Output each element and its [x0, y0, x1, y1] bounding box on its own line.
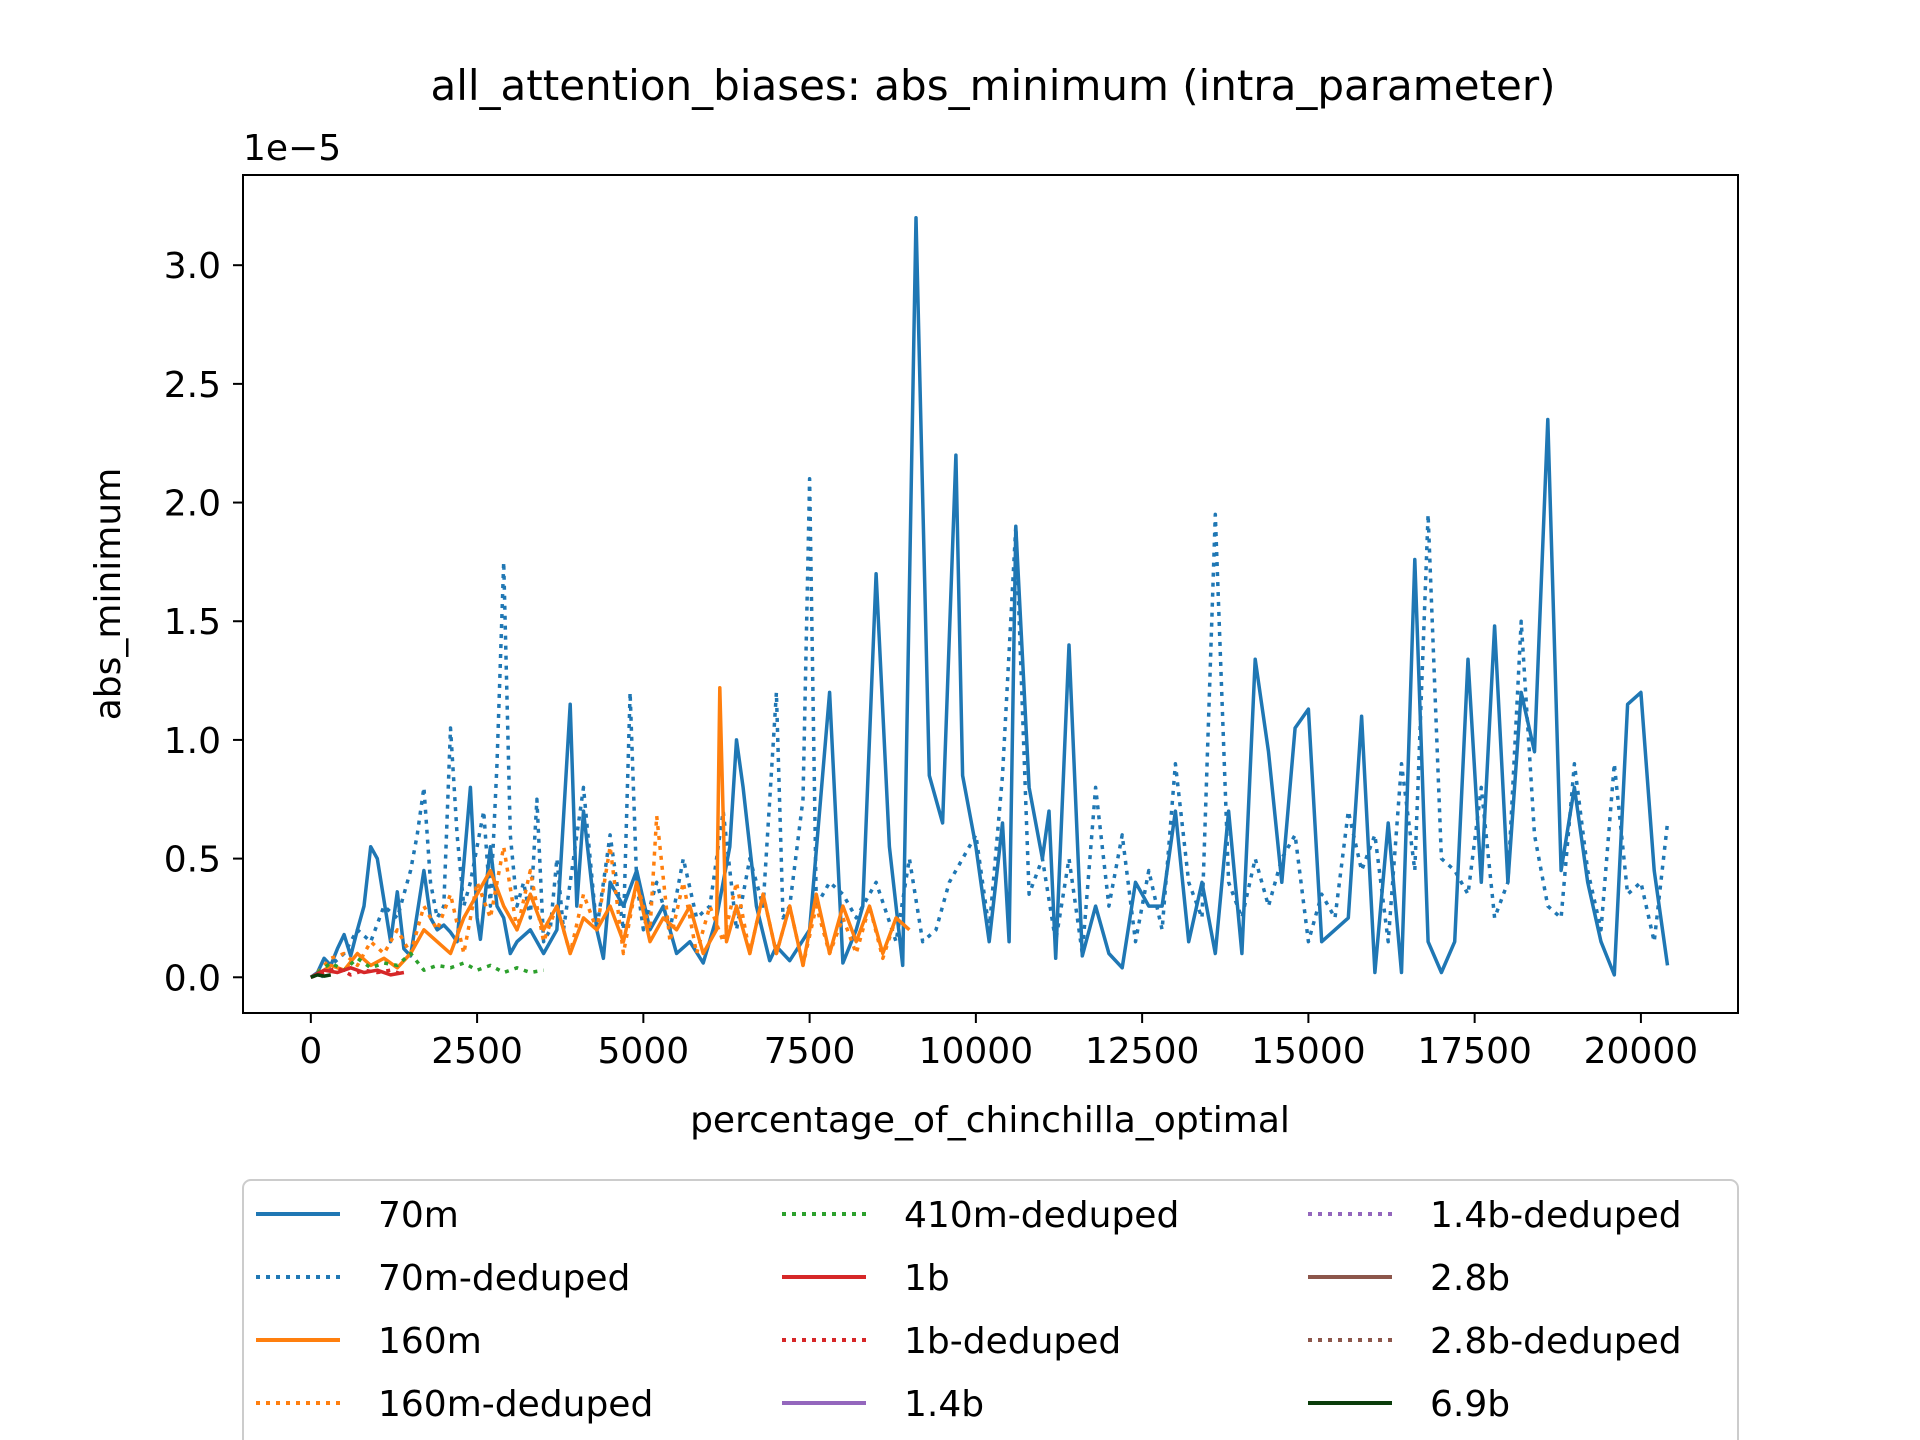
legend-label: 410m-deduped	[904, 1195, 1179, 1236]
x-tick-label: 10000	[919, 1031, 1034, 1072]
legend-label: 160m-deduped	[378, 1384, 653, 1425]
series-line-410m-deduped	[316, 951, 544, 975]
y-offset-label: 1e−5	[243, 128, 341, 169]
y-tick-label: 1.0	[164, 721, 221, 762]
legend-frame	[242, 1179, 1739, 1440]
y-tick-label: 0.5	[164, 840, 221, 881]
x-tick-label: 12500	[1085, 1031, 1200, 1072]
chart-title: all_attention_biases: abs_minimum (intra…	[430, 61, 1555, 110]
legend-label: 70m	[378, 1195, 459, 1236]
legend-label: 2.8b	[1430, 1258, 1510, 1299]
x-tick-label: 15000	[1251, 1031, 1366, 1072]
x-tick-label: 7500	[764, 1031, 856, 1072]
x-axis-label: percentage_of_chinchilla_optimal	[690, 1100, 1290, 1141]
legend-label: 2.8b-deduped	[1430, 1321, 1682, 1362]
legend-label: 6.9b	[1430, 1384, 1510, 1425]
x-tick-label: 5000	[598, 1031, 690, 1072]
y-tick-label: 2.5	[164, 365, 221, 406]
legend-label: 160m	[378, 1321, 482, 1362]
y-tick-label: 0.0	[164, 958, 221, 999]
series-line-160m	[319, 685, 911, 974]
legend-label: 1.4b-deduped	[1430, 1195, 1682, 1236]
y-axis-label: abs_minimum	[88, 468, 129, 721]
series-lines	[309, 215, 1670, 979]
legend-items: 70m 70m-deduped 160m 160m-deduped 410m-dedup…	[256, 1195, 1682, 1425]
series-line-1b-deduped	[310, 966, 405, 979]
legend-label: 70m-deduped	[378, 1258, 630, 1299]
x-tick-label: 2500	[431, 1031, 523, 1072]
y-axis-ticks: 0.0 0.5 1.0 1.5 2.0 2.5 3.0	[164, 246, 243, 999]
y-tick-label: 1.5	[164, 602, 221, 643]
series-line-6.9b	[310, 973, 332, 979]
legend-label: 1b-deduped	[904, 1321, 1121, 1362]
plot-frame	[242, 174, 1739, 1014]
y-tick-label: 2.0	[164, 484, 221, 525]
series-line-70m	[309, 215, 1670, 979]
series-line-70m-deduped	[319, 477, 1670, 979]
legend-label: 1.4b	[904, 1384, 984, 1425]
y-tick-label: 3.0	[164, 246, 221, 287]
legend-label: 1b	[904, 1258, 950, 1299]
x-tick-label: 17500	[1417, 1031, 1532, 1072]
series-line-1b	[309, 966, 405, 979]
x-axis-ticks: 0 2500 5000 7500 10000 12500 15000 17500 20000	[299, 1013, 1698, 1072]
legend: 70m 70m-deduped 160m 160m-deduped 410m-dedup…	[242, 1179, 1739, 1440]
x-tick-label: 0	[299, 1031, 322, 1072]
x-tick-label: 20000	[1584, 1031, 1699, 1072]
